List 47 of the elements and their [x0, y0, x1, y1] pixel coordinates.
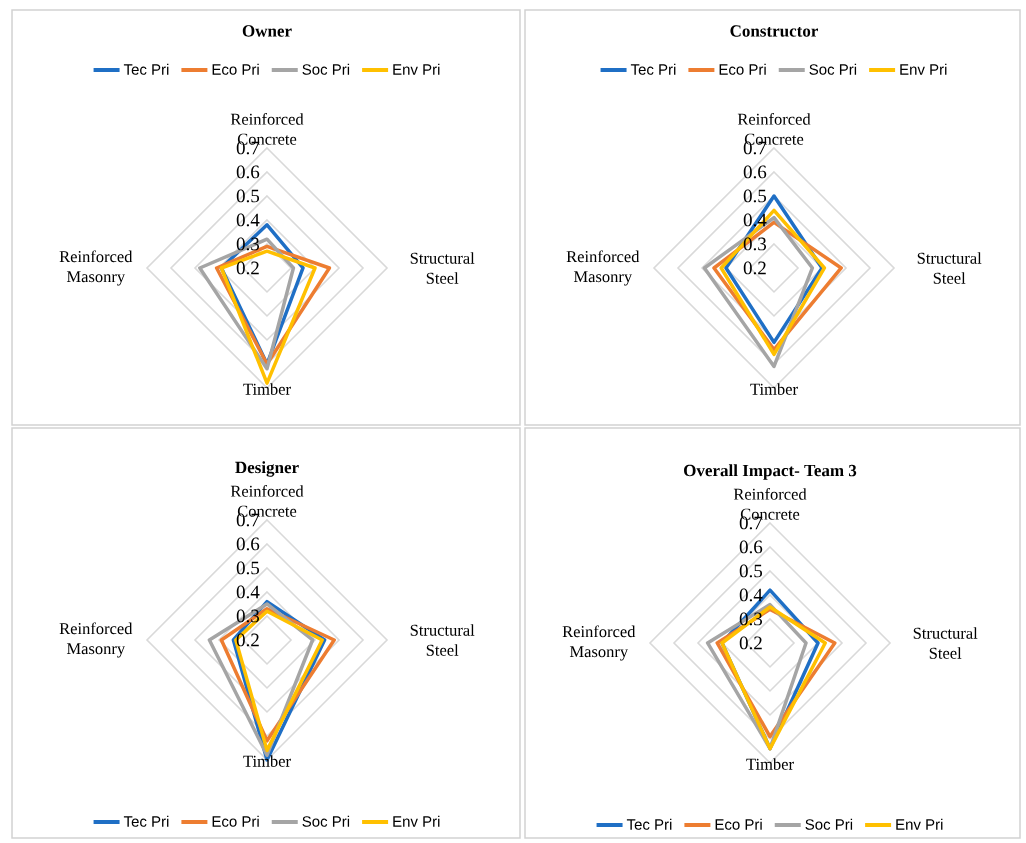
legend-label: Eco Pri	[719, 63, 766, 75]
legend-label: Soc Pri	[302, 63, 350, 75]
y-tick-label: 0.5	[236, 189, 260, 203]
legend-label: Env Pri	[393, 63, 440, 75]
chart-title: Owner	[242, 25, 292, 37]
y-tick-label: 0.4	[739, 588, 763, 602]
y-tick-label: 0.2	[236, 261, 259, 275]
spoke-label: Timber	[750, 383, 798, 395]
spoke-label: Reinforced Masonry	[562, 625, 636, 661]
legend-label: Tec Pri	[123, 63, 169, 75]
y-tick-label: 0.6	[739, 540, 763, 554]
legend-label: Env Pri	[900, 63, 947, 75]
y-tick-label: 0.3	[236, 609, 260, 623]
spoke-label: Structural Steel	[410, 624, 475, 656]
chart-title: Designer	[235, 461, 299, 477]
spoke-label: Structural Steel	[913, 627, 978, 659]
y-tick-label: 0.2	[743, 261, 766, 275]
y-tick-label: 0.4	[236, 213, 260, 227]
legend-label: Soc Pri	[805, 818, 853, 830]
spoke-label: Timber	[746, 758, 794, 770]
legend-label: Eco Pri	[715, 818, 762, 830]
legend-label: Soc Pri	[302, 815, 350, 827]
legend-label: Tec Pri	[626, 818, 672, 830]
legend-label: Eco Pri	[212, 815, 259, 827]
y-tick-label: 0.5	[743, 189, 767, 203]
y-tick-label: 0.4	[236, 585, 260, 599]
y-tick-label: 0.2	[739, 636, 762, 650]
spoke-label: Reinforced Masonry	[59, 622, 133, 658]
y-tick-label: 0.6	[236, 165, 260, 179]
spoke-label: Structural Steel	[917, 252, 982, 284]
chart-title: Overall Impact- Team 3	[684, 464, 857, 480]
spoke-label: Reinforced Masonry	[59, 250, 133, 286]
spoke-label: Timber	[243, 383, 291, 395]
legend-label: Eco Pri	[212, 63, 259, 75]
legend-label: Tec Pri	[123, 815, 169, 827]
spoke-label: Timber	[243, 755, 291, 767]
spoke-label: Structural Steel	[410, 252, 475, 284]
y-tick-label: 0.6	[236, 537, 260, 551]
y-tick-label: 0.5	[236, 561, 260, 575]
legend-label: Tec Pri	[630, 63, 676, 75]
legend-label: Env Pri	[896, 818, 943, 830]
y-tick-label: 0.6	[743, 165, 767, 179]
spoke-label: Reinforced Masonry	[566, 250, 640, 286]
legend-label: Env Pri	[393, 815, 440, 827]
y-tick-label: 0.5	[739, 564, 763, 578]
legend-label: Soc Pri	[809, 63, 857, 75]
chart-title: Constructor	[730, 25, 819, 37]
